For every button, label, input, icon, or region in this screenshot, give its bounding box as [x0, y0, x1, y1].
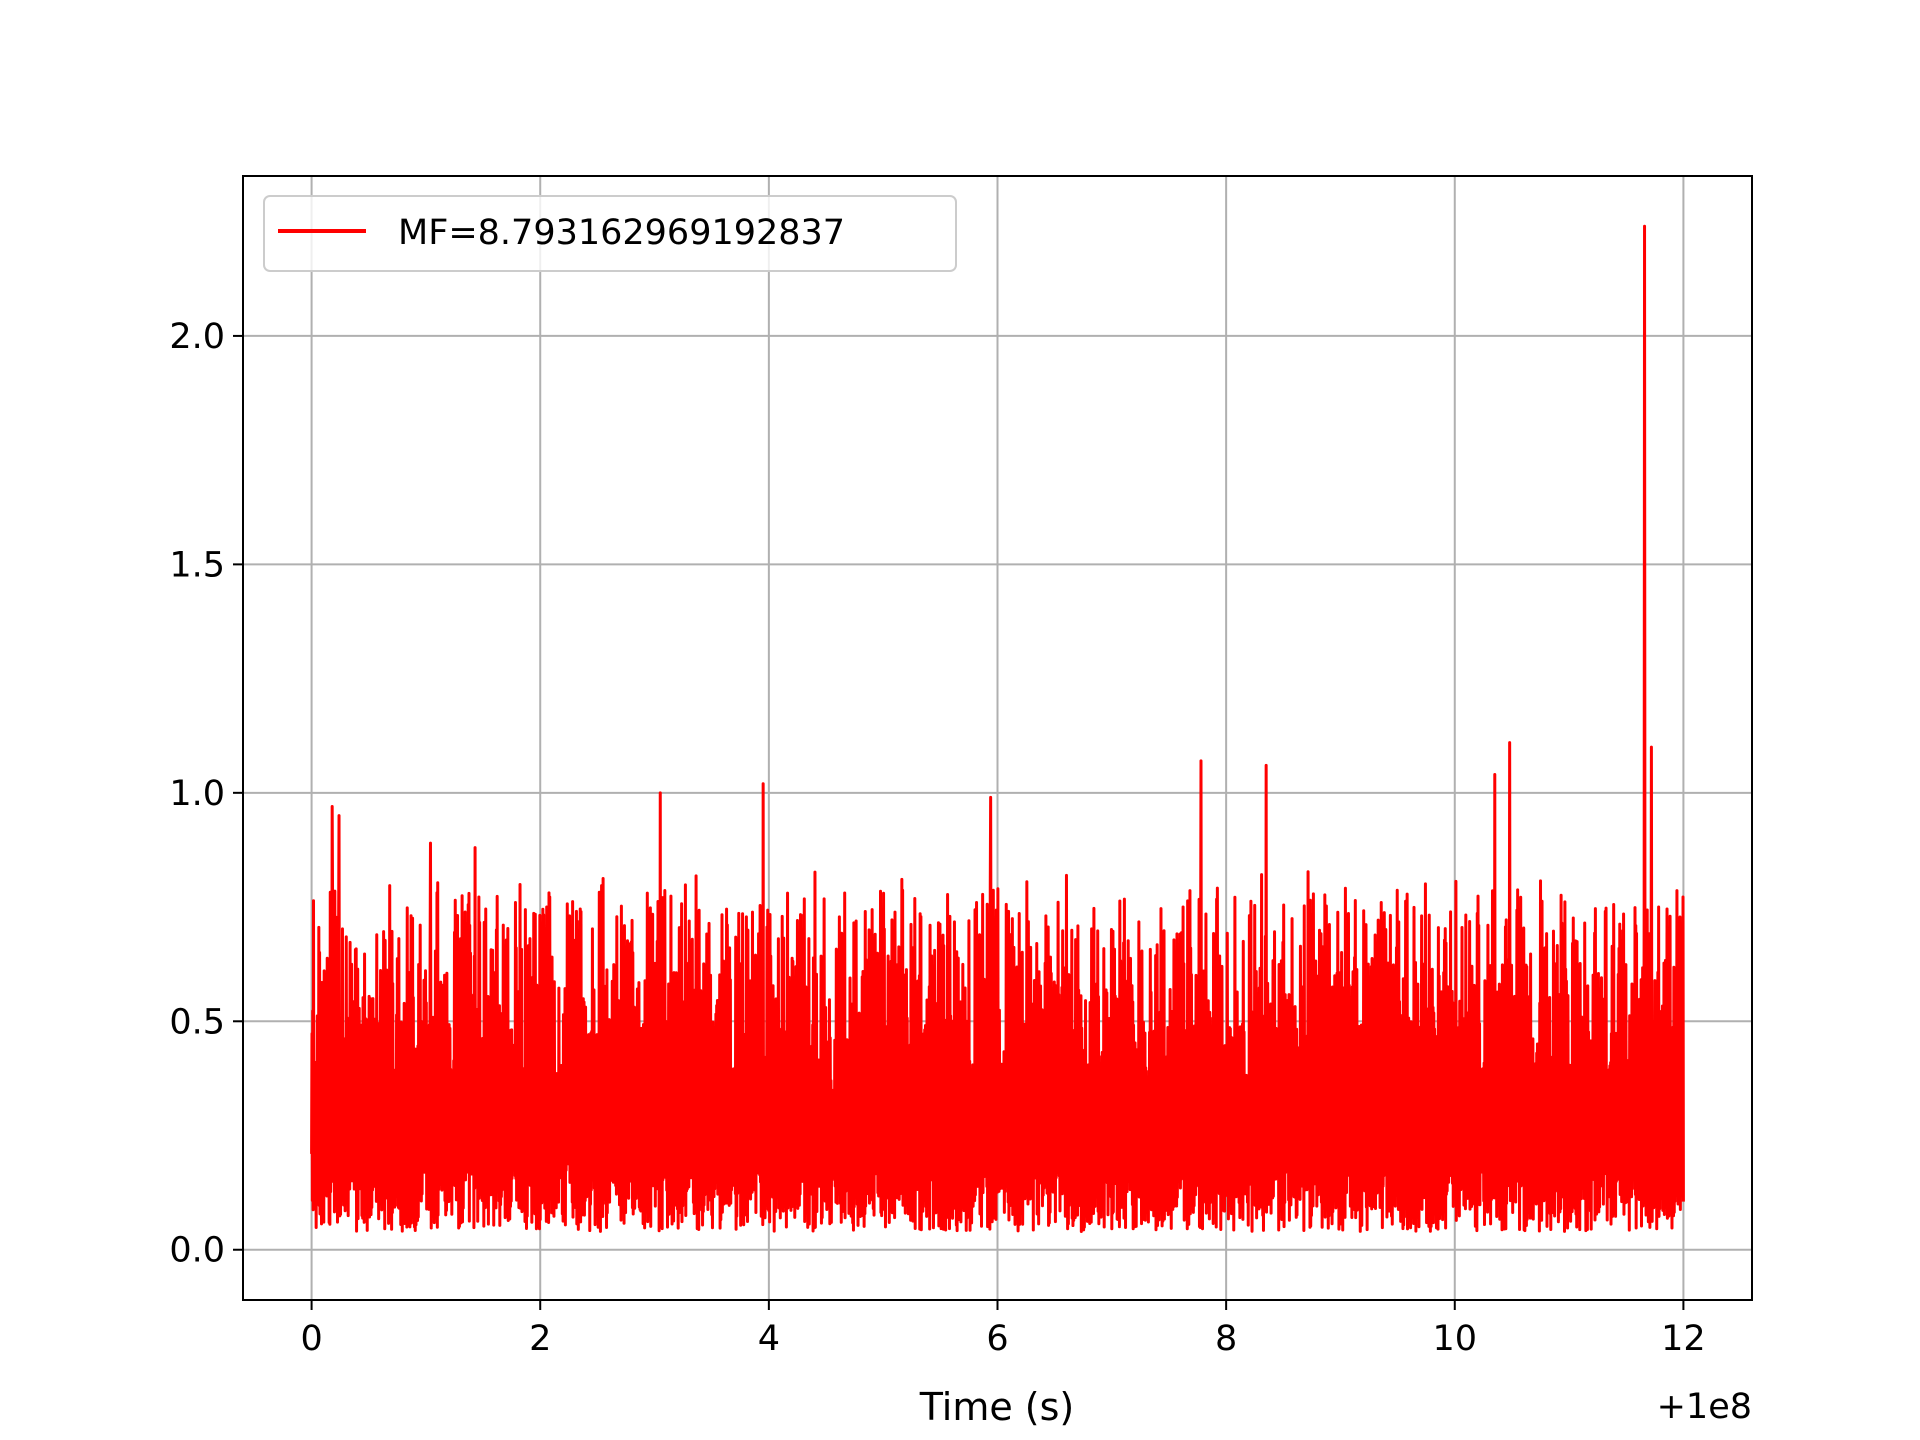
x-offset-label: +1e8 — [1657, 1387, 1752, 1427]
legend-label: MF=8.793162969192837 — [398, 213, 845, 253]
y-tick-label: 2.0 — [169, 317, 225, 357]
x-axis: 0 2 4 6 8 10 12 — [300, 1300, 1706, 1359]
x-tick-label: 10 — [1432, 1319, 1477, 1359]
legend-box — [263, 195, 957, 272]
y-axis: 0.0 0.5 1.0 1.5 2.0 — [169, 317, 243, 1271]
legend: MF=8.793162969192837 — [263, 195, 957, 272]
x-tick-label: 2 — [529, 1319, 551, 1359]
x-tick-label: 6 — [986, 1319, 1008, 1359]
x-tick-label: 8 — [1215, 1319, 1237, 1359]
y-tick-label: 0.0 — [169, 1231, 225, 1271]
x-tick-label: 12 — [1661, 1319, 1706, 1359]
x-tick-label: 4 — [758, 1319, 780, 1359]
series-line — [310, 224, 1685, 1233]
y-tick-label: 1.0 — [169, 774, 225, 814]
x-axis-label: Time (s) — [919, 1385, 1075, 1429]
y-tick-label: 0.5 — [169, 1002, 225, 1042]
y-tick-label: 1.5 — [169, 545, 225, 585]
series-layer — [310, 224, 1685, 1233]
x-tick-label: 0 — [300, 1319, 322, 1359]
